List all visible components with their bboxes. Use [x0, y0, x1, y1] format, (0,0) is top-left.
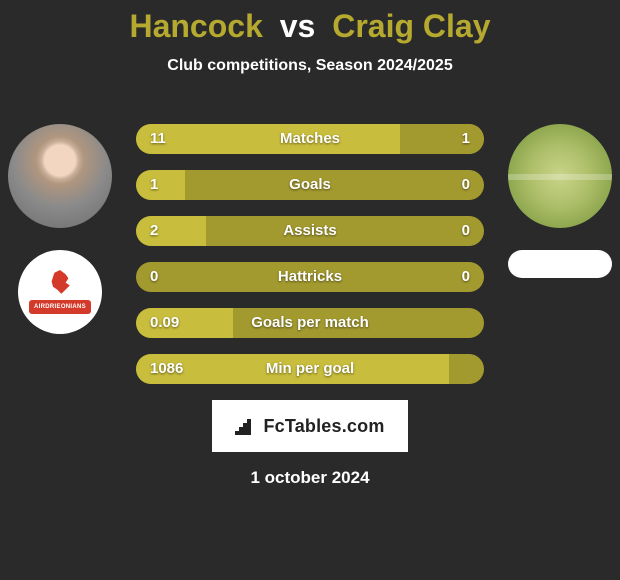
stat-row: 11Matches1 [136, 124, 484, 154]
stat-value-right: 0 [462, 262, 470, 292]
subtitle: Club competitions, Season 2024/2025 [0, 57, 620, 75]
comparison-card: Hancock vs Craig Clay Club competitions,… [0, 0, 620, 75]
player2-club-badge [508, 250, 612, 278]
stat-row: 0.09Goals per match [136, 308, 484, 338]
stat-row: 0Hattricks0 [136, 262, 484, 292]
fctables-logo-icon [235, 417, 257, 435]
club1-name: AIRDRIEONIANS [29, 300, 91, 314]
page-title: Hancock vs Craig Clay [0, 8, 620, 45]
stat-label: Min per goal [136, 354, 484, 384]
stat-label: Matches [136, 124, 484, 154]
title-vs: vs [280, 8, 316, 44]
stat-label: Goals per match [136, 308, 484, 338]
stat-value-right: 0 [462, 170, 470, 200]
title-player2: Craig Clay [332, 8, 490, 44]
stat-row: 1Goals0 [136, 170, 484, 200]
left-column: AIRDRIEONIANS [8, 124, 112, 334]
stat-row: 2Assists0 [136, 216, 484, 246]
player1-club-badge: AIRDRIEONIANS [18, 250, 102, 334]
branding-badge: FcTables.com [212, 400, 408, 452]
title-player1: Hancock [129, 8, 262, 44]
player2-avatar [508, 124, 612, 228]
stat-label: Hattricks [136, 262, 484, 292]
date-text: 1 october 2024 [136, 468, 484, 488]
stat-row: 1086Min per goal [136, 354, 484, 384]
club1-crest-icon [46, 270, 74, 298]
stat-value-right: 1 [462, 124, 470, 154]
player1-avatar [8, 124, 112, 228]
stat-label: Assists [136, 216, 484, 246]
right-column [508, 124, 612, 278]
branding-text: FcTables.com [263, 416, 384, 437]
stat-bars: 11Matches11Goals02Assists00Hattricks00.0… [136, 124, 484, 488]
stat-value-right: 0 [462, 216, 470, 246]
stat-label: Goals [136, 170, 484, 200]
